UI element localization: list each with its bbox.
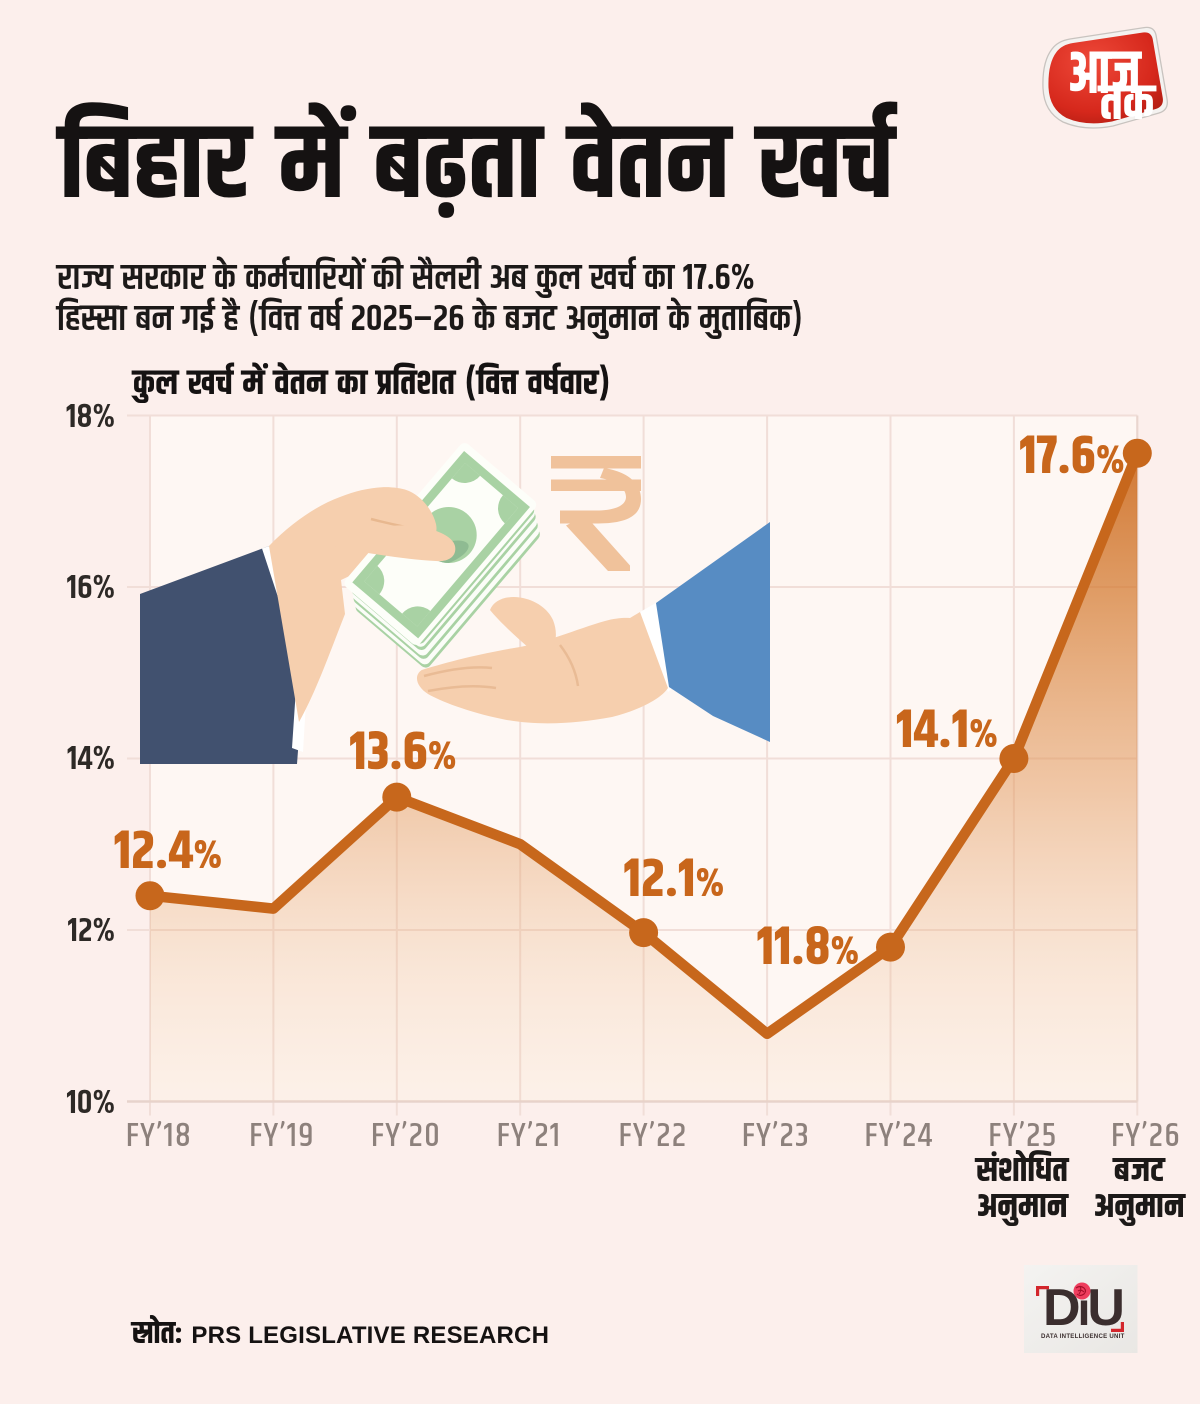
svg-text:तक: तक (1097, 66, 1156, 143)
svg-text:DATA INTELLIGENCE UNIT: DATA INTELLIGENCE UNIT (1041, 1333, 1125, 1340)
svg-text:आज: आज (1068, 28, 1143, 123)
